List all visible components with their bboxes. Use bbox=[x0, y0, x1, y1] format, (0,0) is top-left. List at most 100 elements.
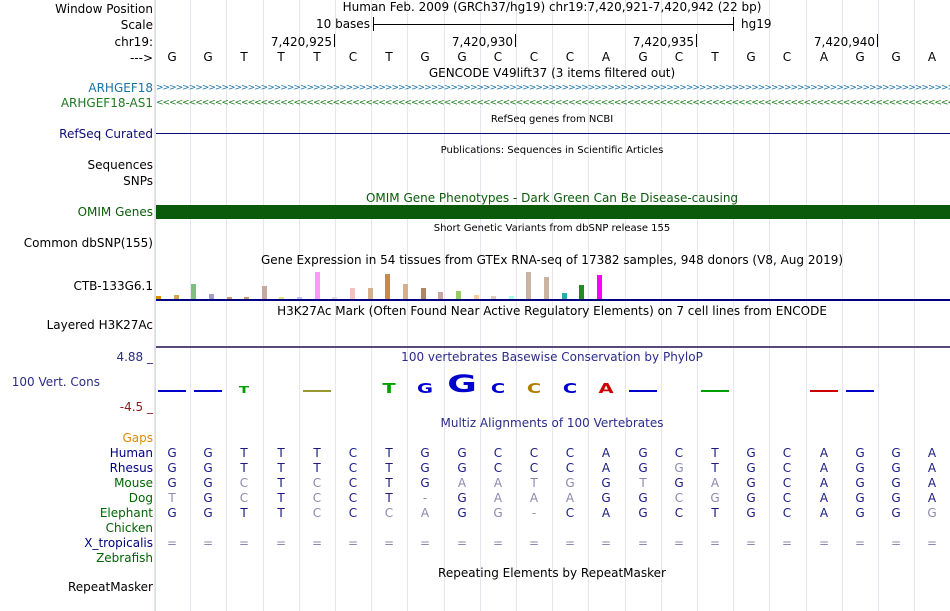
gtex-tissue-bar[interactable] bbox=[544, 277, 549, 299]
conservation-dash[interactable] bbox=[810, 390, 838, 392]
species-label[interactable]: Dog bbox=[128, 491, 153, 505]
species-base: A bbox=[493, 476, 503, 490]
conservation-letter[interactable]: C bbox=[562, 382, 578, 397]
species-base: C bbox=[348, 476, 358, 490]
species-base: T bbox=[313, 461, 321, 475]
h3k27ac-signal-line[interactable] bbox=[156, 346, 950, 348]
species-label[interactable]: Human bbox=[109, 446, 153, 460]
gtex-gene-label[interactable]: CTB-133G6.1 bbox=[73, 279, 153, 293]
snps-label[interactable]: SNPs bbox=[123, 174, 153, 188]
conservation-letter[interactable]: C bbox=[490, 382, 506, 397]
species-base: C bbox=[782, 446, 792, 460]
gtex-tissue-bar[interactable] bbox=[421, 288, 426, 299]
gencode-title[interactable]: GENCODE V49lift37 (3 items filtered out) bbox=[428, 66, 676, 80]
species-base: C bbox=[782, 491, 792, 505]
multiz-title[interactable]: Multiz Alignments of 100 Vertebrates bbox=[440, 416, 664, 430]
gtex-tissue-bar[interactable] bbox=[368, 288, 373, 299]
gtex-tissue-bar[interactable] bbox=[297, 297, 302, 299]
species-base: C bbox=[348, 461, 358, 475]
conservation-letter[interactable]: T bbox=[382, 382, 396, 397]
reference-base: G bbox=[855, 50, 865, 64]
refseq-gene-line[interactable] bbox=[156, 133, 950, 134]
species-base: T bbox=[240, 461, 248, 475]
gtex-tissue-bar[interactable] bbox=[403, 284, 408, 299]
omim-feature-bar[interactable] bbox=[156, 205, 950, 219]
conservation-dash[interactable] bbox=[158, 390, 186, 392]
species-base: T bbox=[385, 461, 393, 475]
omim-label[interactable]: OMIM Genes bbox=[77, 205, 153, 219]
grid-line bbox=[516, 0, 517, 611]
species-label[interactable]: Chicken bbox=[105, 521, 153, 535]
conservation-letter[interactable]: T bbox=[238, 385, 250, 396]
conservation-dash[interactable] bbox=[303, 390, 331, 392]
conservation-letter[interactable]: G bbox=[447, 370, 477, 398]
gtex-tissue-bar[interactable] bbox=[456, 291, 461, 299]
refseq-title[interactable]: RefSeq genes from NCBI bbox=[490, 114, 614, 125]
scale-bases-text: 10 bases bbox=[316, 17, 370, 31]
h3k27ac-label[interactable]: Layered H3K27Ac bbox=[46, 318, 153, 332]
gtex-tissue-bar[interactable] bbox=[491, 296, 496, 299]
gtex-tissue-bar[interactable] bbox=[156, 296, 161, 299]
gtex-tissue-bar[interactable] bbox=[474, 295, 479, 299]
gtex-tissue-bar[interactable] bbox=[579, 285, 584, 299]
species-base: G bbox=[167, 506, 177, 520]
species-base: G bbox=[891, 461, 901, 475]
species-label[interactable]: Mouse bbox=[114, 476, 153, 490]
publications-title[interactable]: Publications: Sequences in Scientific Ar… bbox=[440, 145, 664, 156]
gtex-tissue-bar[interactable] bbox=[191, 284, 196, 299]
conservation-dash[interactable] bbox=[846, 390, 874, 392]
gtex-tissue-bar[interactable] bbox=[279, 297, 284, 299]
species-base: A bbox=[819, 476, 829, 490]
gene-label-arhgef18-as1[interactable]: ARHGEF18-AS1 bbox=[60, 96, 153, 110]
species-base: C bbox=[312, 476, 322, 490]
conservation-dash[interactable] bbox=[194, 390, 222, 392]
species-label[interactable]: Rhesus bbox=[109, 461, 153, 475]
species-base: G bbox=[746, 476, 756, 490]
species-label[interactable]: Elephant bbox=[99, 506, 153, 520]
omim-title[interactable]: OMIM Gene Phenotypes - Dark Green Can Be… bbox=[365, 191, 739, 205]
gtex-title[interactable]: Gene Expression in 54 tissues from GTEx … bbox=[260, 253, 844, 267]
gtex-tissue-bar[interactable] bbox=[174, 295, 179, 299]
species-label[interactable]: X_tropicalis bbox=[84, 536, 153, 550]
gtex-tissue-bar[interactable] bbox=[350, 288, 355, 299]
gtex-tissue-bar[interactable] bbox=[244, 297, 249, 299]
refseq-label[interactable]: RefSeq Curated bbox=[59, 127, 153, 141]
gtex-tissue-bar[interactable] bbox=[315, 272, 320, 299]
repeatmasker-label[interactable]: RepeatMasker bbox=[67, 580, 153, 594]
repeatmasker-title[interactable]: Repeating Elements by RepeatMasker bbox=[438, 566, 666, 580]
conservation-dash[interactable] bbox=[701, 390, 729, 392]
gene-label-arhgef18[interactable]: ARHGEF18 bbox=[88, 81, 153, 95]
gtex-tissue-bar[interactable] bbox=[562, 293, 567, 299]
conservation-letter[interactable]: C bbox=[526, 382, 542, 397]
gtex-tissue-bar[interactable] bbox=[227, 297, 232, 299]
gtex-tissue-bar[interactable] bbox=[209, 294, 214, 299]
gtex-tissue-bar[interactable] bbox=[509, 296, 514, 299]
gene-arhgef18-feature[interactable]: >>>>>>>>>>>>>>>>>>>>>>>>>>>>>>>>>>>>>>>>… bbox=[156, 83, 950, 93]
species-base: A bbox=[927, 491, 937, 505]
conservation-letter[interactable]: A bbox=[598, 382, 614, 397]
gtex-tissue-bar[interactable] bbox=[438, 292, 443, 299]
gaps-label[interactable]: Gaps bbox=[122, 431, 153, 445]
dbsnp-label[interactable]: Common dbSNP(155) bbox=[23, 236, 153, 250]
coordinate-label: 7,420,935 bbox=[632, 35, 694, 49]
conservation-title[interactable]: 100 vertebrates Basewise Conservation by… bbox=[401, 350, 703, 364]
h3k27ac-title[interactable]: H3K27Ac Mark (Often Found Near Active Re… bbox=[277, 304, 827, 318]
sequences-label[interactable]: Sequences bbox=[87, 158, 153, 172]
conservation-dash[interactable] bbox=[629, 390, 657, 392]
gtex-tissue-bar[interactable] bbox=[262, 286, 267, 299]
species-base: = bbox=[818, 536, 830, 550]
gtex-tissue-bar[interactable] bbox=[526, 272, 531, 299]
db-text: hg19 bbox=[741, 17, 772, 31]
gtex-tissue-bar[interactable] bbox=[332, 297, 337, 299]
gtex-tissue-bar[interactable] bbox=[597, 275, 602, 299]
gtex-expression-bars[interactable] bbox=[156, 269, 602, 299]
conservation-letter[interactable]: G bbox=[416, 382, 433, 397]
gtex-tissue-bar[interactable] bbox=[385, 274, 390, 299]
species-base: G bbox=[167, 461, 177, 475]
gene-arhgef18-as1-feature[interactable]: <<<<<<<<<<<<<<<<<<<<<<<<<<<<<<<<<<<<<<<<… bbox=[156, 98, 950, 108]
dbsnp-title[interactable]: Short Genetic Variants from dbSNP releas… bbox=[433, 223, 671, 234]
species-label[interactable]: Zebrafish bbox=[96, 551, 153, 565]
conservation-label[interactable]: 100 Vert. Cons bbox=[11, 375, 100, 389]
